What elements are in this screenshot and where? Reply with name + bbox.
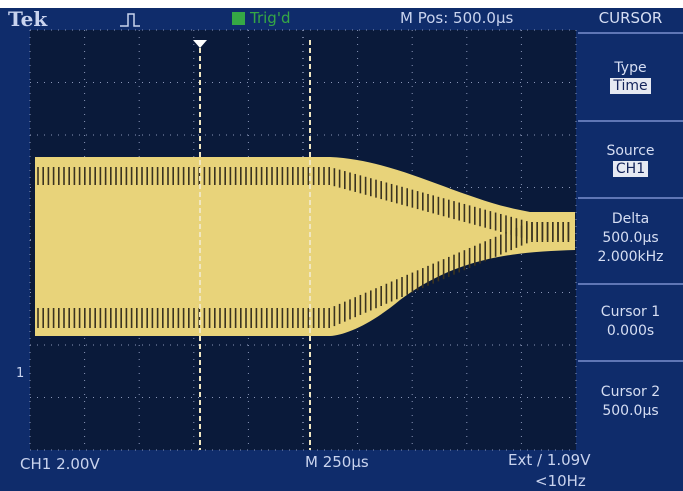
timebase: M 250µs bbox=[305, 453, 369, 471]
page: Tek Trig'd M Pos: 500.0µs CURSOR Type Tim… bbox=[0, 0, 683, 491]
menu-title: CURSOR bbox=[578, 9, 683, 27]
horizontal-position: M Pos: 500.0µs bbox=[400, 9, 513, 27]
label[interactable]: Cursor 2 bbox=[578, 383, 683, 402]
brand: Tek bbox=[8, 7, 47, 31]
trigger-setting: Ext / 1.09V bbox=[508, 451, 591, 469]
acquire-icon bbox=[120, 14, 140, 26]
label[interactable]: Source bbox=[578, 143, 683, 159]
oscilloscope-screen: Tek Trig'd M Pos: 500.0µs CURSOR Type Tim… bbox=[0, 0, 683, 491]
separator bbox=[578, 360, 683, 362]
separator bbox=[578, 32, 683, 34]
label[interactable]: Cursor 1 bbox=[578, 303, 683, 322]
value: 500.0µs bbox=[578, 402, 683, 421]
separator bbox=[578, 120, 683, 122]
trigger-icon bbox=[232, 12, 245, 25]
trigger-frequency: <10Hz bbox=[535, 472, 586, 490]
separator bbox=[578, 197, 683, 199]
separator bbox=[578, 283, 683, 285]
value: 500.0µs bbox=[578, 229, 683, 248]
channel-scale: CH1 2.00V bbox=[20, 455, 100, 473]
top-strip bbox=[0, 0, 683, 8]
value: 2.000kHz bbox=[578, 248, 683, 267]
value: CH1 bbox=[613, 161, 648, 177]
trigger-status: Trig'd bbox=[250, 9, 290, 27]
value: 0.000s bbox=[578, 322, 683, 341]
menu-source: Source CH1 bbox=[578, 143, 683, 177]
value: Time bbox=[610, 78, 650, 94]
menu-type: Type Time bbox=[578, 60, 683, 94]
ground-marker: 1 bbox=[16, 366, 24, 381]
label: Delta bbox=[578, 210, 683, 229]
label[interactable]: Type bbox=[578, 60, 683, 76]
